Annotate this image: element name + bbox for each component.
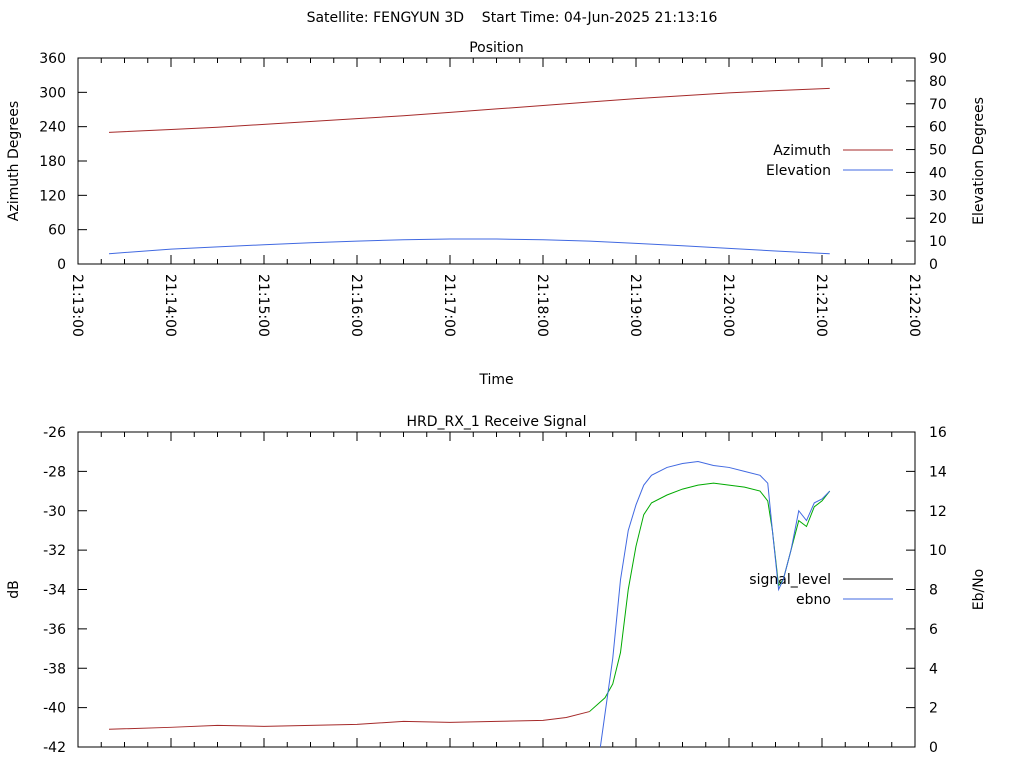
x-tick-label: 21:14:00 <box>162 274 178 337</box>
y-tick-label: 360 <box>39 51 66 67</box>
y2-tick-label: 90 <box>929 51 947 67</box>
y-tick-label: -30 <box>43 504 66 520</box>
position-y2-axis-title: Elevation Degrees <box>971 97 987 225</box>
y2-tick-label: 16 <box>929 425 947 441</box>
y2-tick-label: 20 <box>929 211 947 227</box>
y-tick-label: 60 <box>48 223 66 239</box>
y2-tick-label: 50 <box>929 143 947 159</box>
series-line-signal-level <box>589 482 831 712</box>
y2-tick-label: 4 <box>929 661 938 677</box>
series-line-signal-level <box>108 711 590 730</box>
y2-tick-label: 80 <box>929 74 947 90</box>
y2-tick-label: 10 <box>929 543 947 559</box>
y-tick-label: -42 <box>43 740 66 756</box>
receive-signal-chart: HRD_RX_1 Receive Signal dB Eb/No -42 -40 -… <box>6 414 987 756</box>
x-tick-label: 21:19:00 <box>627 274 643 337</box>
x-tick-label: 21:21:00 <box>813 274 829 337</box>
y-tick-label: -32 <box>43 543 66 559</box>
x-tick-label: 21:13:00 <box>69 274 85 337</box>
y2-tick-label: 10 <box>929 234 947 250</box>
y-tick-label: -28 <box>43 464 66 480</box>
y-tick-label: -36 <box>43 622 66 638</box>
y2-tick-label: 0 <box>929 740 938 756</box>
receive-signal-y-axis-title: dB <box>6 580 22 599</box>
position-chart-title: Position <box>469 40 524 56</box>
x-tick-label: 21:18:00 <box>534 274 550 337</box>
position-chart: Position Time Azimuth Degrees Elevation … <box>6 40 987 388</box>
y-tick-label: 300 <box>39 85 66 101</box>
receive-signal-y2-axis-title: Eb/No <box>971 569 987 611</box>
chart-header-title: Satellite: FENGYUN 3D Start Time: 04-Jun… <box>307 10 718 26</box>
position-y-axis-title: Azimuth Degrees <box>6 101 22 221</box>
y2-tick-label: 14 <box>929 464 947 480</box>
legend-label: signal_level <box>749 572 831 588</box>
series-line-ebno <box>599 461 831 748</box>
y-tick-label: -26 <box>43 425 66 441</box>
y2-tick-label: 2 <box>929 701 938 717</box>
series-line-azimuth <box>108 87 830 133</box>
series-line-elevation <box>108 238 830 255</box>
x-tick-label: 21:22:00 <box>906 274 922 337</box>
x-tick-label: 21:16:00 <box>348 274 364 337</box>
y-tick-label: 180 <box>39 154 66 170</box>
y2-tick-label: 8 <box>929 583 938 599</box>
y-tick-label: -38 <box>43 661 66 677</box>
x-tick-label: 21:15:00 <box>255 274 271 337</box>
y-tick-label: 120 <box>39 188 66 204</box>
plot-frame <box>77 431 916 748</box>
plot-frame <box>77 57 916 265</box>
y2-tick-label: 6 <box>929 622 938 638</box>
position-x-axis-title: Time <box>478 372 513 388</box>
legend-label: Elevation <box>766 163 831 179</box>
y2-tick-label: 70 <box>929 97 947 113</box>
x-tick-label: 21:20:00 <box>720 274 736 337</box>
y2-tick-label: 60 <box>929 120 947 136</box>
y2-tick-label: 40 <box>929 165 947 181</box>
receive-signal-chart-title: HRD_RX_1 Receive Signal <box>407 414 587 430</box>
y-tick-label: -34 <box>43 583 66 599</box>
legend-label: ebno <box>796 592 831 608</box>
x-tick-label: 21:17:00 <box>441 274 457 337</box>
y2-tick-label: 12 <box>929 504 947 520</box>
y2-tick-label: 30 <box>929 188 947 204</box>
y-tick-label: 240 <box>39 120 66 136</box>
y2-tick-label: 0 <box>929 257 938 273</box>
legend-label: Azimuth <box>773 143 831 159</box>
y-tick-label: -40 <box>43 701 66 717</box>
y-tick-label: 0 <box>57 257 66 273</box>
